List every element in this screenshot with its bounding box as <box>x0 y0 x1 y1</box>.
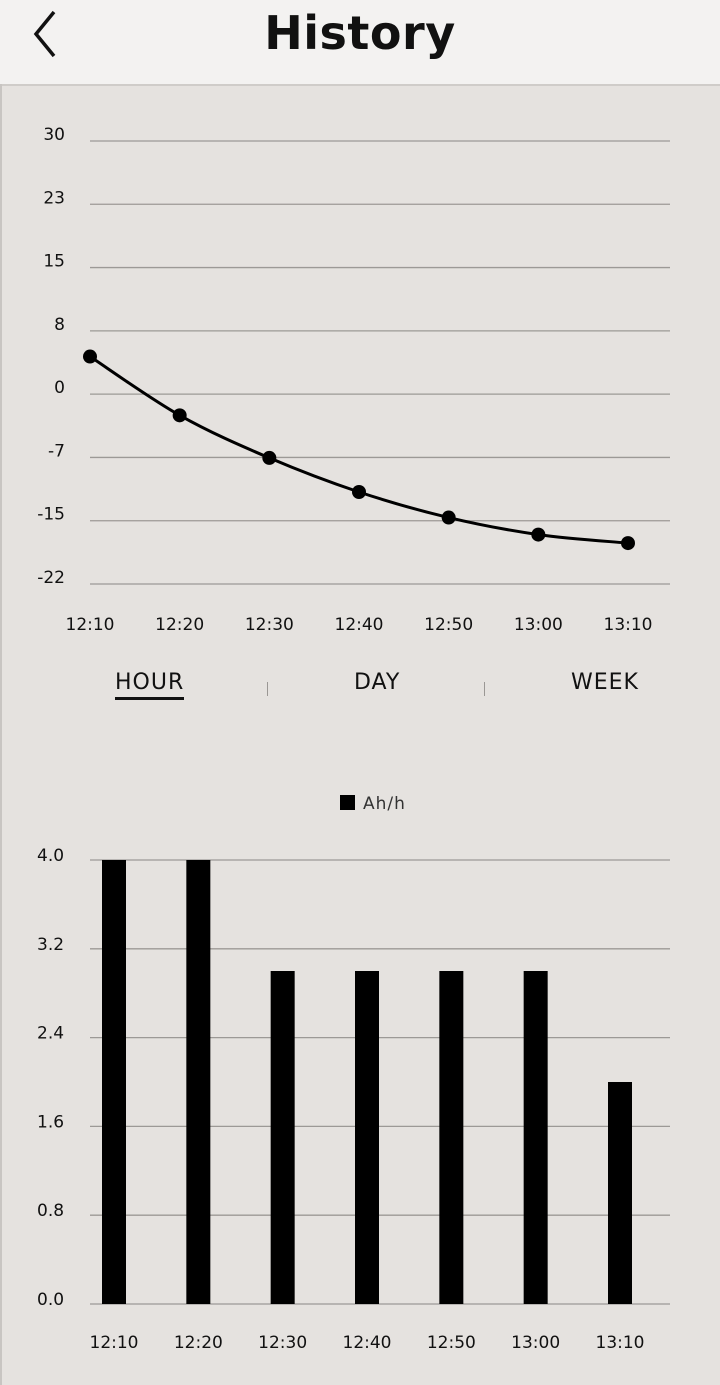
x-tick-label: 12:40 <box>335 615 384 635</box>
bar <box>270 971 295 1304</box>
x-tick-label: 12:10 <box>66 615 115 635</box>
left-edge-divider <box>0 84 2 1385</box>
data-point <box>262 450 277 465</box>
data-point <box>531 527 546 542</box>
header-bar: History <box>0 0 720 86</box>
line-chart: 30 23 15 8 0 -7 -15 -22 12:10 12:20 12:30 12:40 12:5… <box>37 125 670 635</box>
x-tick-label: 13:10 <box>596 1333 645 1353</box>
bar <box>523 971 548 1304</box>
page-title: History <box>264 6 456 60</box>
y-tick-label: -22 <box>37 568 65 588</box>
bar-chart-legend: Ah/h <box>340 794 406 816</box>
y-tick-label: 15 <box>43 252 65 272</box>
bar <box>439 971 464 1304</box>
x-tick-label: 13:00 <box>511 1333 560 1353</box>
x-tick-label: 12:30 <box>258 1333 307 1353</box>
y-tick-label: -15 <box>37 505 65 525</box>
x-tick-label: 12:20 <box>174 1333 223 1353</box>
x-tick-label: 13:10 <box>604 615 653 635</box>
y-tick-label: 23 <box>43 188 65 208</box>
period-tabs: HOUR DAY WEEK <box>0 668 720 708</box>
x-tick-label: 12:10 <box>90 1333 139 1353</box>
x-tick-label: 12:30 <box>245 615 294 635</box>
bar <box>186 860 211 1304</box>
x-tick-label: 13:00 <box>514 615 563 635</box>
data-point <box>83 349 97 364</box>
y-tick-label: 4.0 <box>37 846 64 866</box>
legend-label: Ah/h <box>363 794 406 814</box>
x-tick-label: 12:20 <box>155 615 204 635</box>
y-tick-label: 8 <box>54 315 65 335</box>
y-tick-label: 30 <box>43 125 65 145</box>
y-tick-label: 1.6 <box>37 1112 64 1132</box>
y-tick-label: -7 <box>48 441 65 461</box>
y-tick-label: 3.2 <box>37 935 64 955</box>
bar <box>102 860 126 1304</box>
tab-separator <box>267 682 268 696</box>
y-tick-label: 0.8 <box>37 1201 64 1221</box>
x-tick-label: 12:50 <box>427 1333 476 1353</box>
bar <box>355 971 379 1304</box>
data-point <box>441 510 456 525</box>
tab-day[interactable]: DAY <box>354 670 401 695</box>
x-tick-label: 12:40 <box>343 1333 392 1353</box>
data-point <box>621 536 635 551</box>
y-tick-label: 2.4 <box>37 1024 64 1044</box>
tab-separator <box>484 682 485 696</box>
legend-swatch <box>340 795 355 810</box>
back-button[interactable] <box>18 6 74 62</box>
data-point <box>352 484 366 499</box>
tab-week[interactable]: WEEK <box>571 670 639 695</box>
bar-chart: 4.0 3.2 2.4 1.6 0.8 0.0 12:10 12:20 12:30 12:40 12… <box>37 846 670 1353</box>
y-tick-label: 0.0 <box>37 1290 64 1310</box>
tab-hour[interactable]: HOUR <box>115 670 185 700</box>
bar <box>608 1082 632 1304</box>
data-point <box>172 408 187 423</box>
y-tick-label: 0 <box>54 378 65 398</box>
line-series <box>89 355 629 545</box>
x-tick-label: 12:50 <box>424 615 473 635</box>
chevron-left-icon <box>33 10 56 58</box>
